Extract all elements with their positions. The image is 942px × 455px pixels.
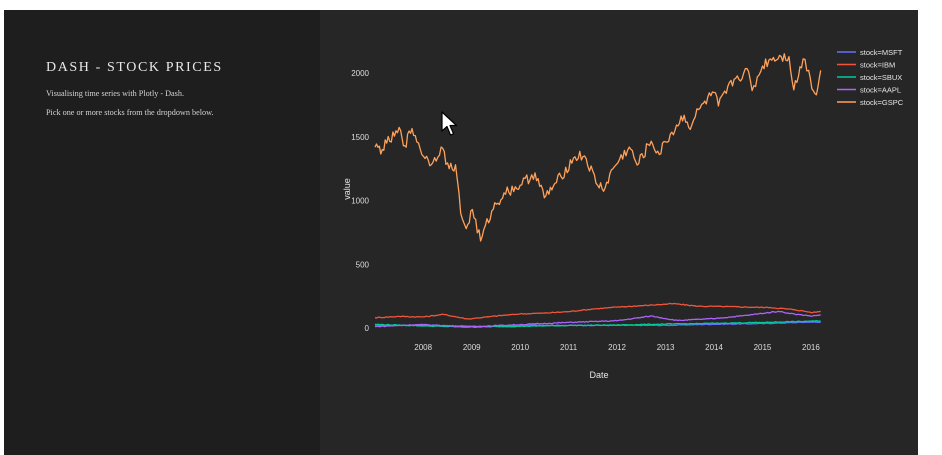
legend-entry: stock=MSFT (860, 48, 903, 57)
y-tick-label: 1000 (351, 197, 369, 206)
x-tick-label: 2009 (463, 343, 481, 352)
instruction-text: Pick one or more stocks from the dropdow… (46, 108, 214, 117)
x-tick-label: 2011 (560, 343, 578, 352)
y-tick-label: 2000 (351, 69, 369, 78)
y-tick-label: 500 (356, 260, 370, 269)
x-tick-label: 2008 (414, 343, 432, 352)
x-tick-label: 2012 (608, 343, 626, 352)
stock-price-chart[interactable]: 0 500 1000 1500 2000 2008 2009 2010 2011 2012 2013… (320, 10, 918, 455)
dash-app: DASH - STOCK PRICES Visualising time ser… (4, 10, 918, 455)
page-title: DASH - STOCK PRICES (46, 60, 223, 75)
chart-panel: 0 500 1000 1500 2000 2008 2009 2010 2011 2012 2013… (320, 10, 918, 455)
x-tick-label: 2016 (802, 343, 820, 352)
series-line-sbux (374, 320, 821, 328)
series-line-gspc (374, 53, 822, 242)
x-tick-label: 2014 (705, 343, 723, 352)
mouse-pointer-icon (441, 111, 458, 136)
y-tick-label: 0 (365, 324, 370, 333)
y-axis-title: value (342, 178, 352, 200)
description-text: Visualising time series with Plotly - Da… (46, 89, 185, 98)
x-tick-label: 2013 (657, 343, 675, 352)
y-tick-label: 1500 (351, 133, 369, 142)
x-tick-label: 2015 (754, 343, 772, 352)
sidebar: DASH - STOCK PRICES Visualising time ser… (4, 10, 320, 455)
series-line-aapl (374, 310, 821, 328)
legend-entry: stock=SBUX (860, 73, 902, 82)
series-line-ibm (374, 302, 821, 320)
x-tick-label: 2010 (511, 343, 529, 352)
legend-entry: stock=IBM (860, 61, 895, 70)
legend-entry: stock=GSPC (860, 98, 904, 107)
legend-entry: stock=AAPL (860, 86, 901, 95)
x-axis-title: Date (589, 370, 608, 380)
